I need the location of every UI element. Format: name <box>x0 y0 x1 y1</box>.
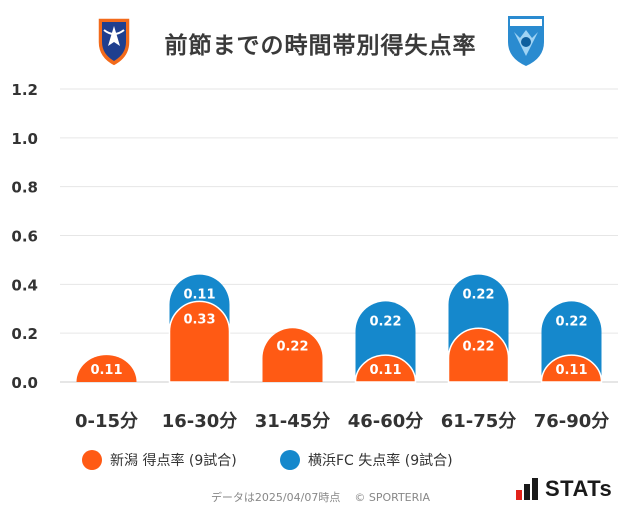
y-tick-label: 0.0 <box>11 374 38 392</box>
y-tick-label: 0.2 <box>11 325 38 343</box>
away-team-crest-icon <box>508 16 544 66</box>
bar-home <box>354 354 417 383</box>
data-label-away: 0.22 <box>555 314 587 329</box>
legend-label-home: 新潟 得点率 (9試合) <box>110 453 237 469</box>
chart-title: 前節までの時間帯別得失点率 <box>164 33 477 59</box>
chart-header: 前節までの時間帯別得失点率 <box>0 0 641 80</box>
y-tick-label: 0.8 <box>11 179 38 197</box>
legend-swatch-away <box>280 450 300 470</box>
data-label-home: 0.33 <box>183 312 215 327</box>
x-tick-label: 61-75分 <box>441 411 517 432</box>
x-tick-label: 31-45分 <box>255 411 331 432</box>
data-label-away: 0.22 <box>369 314 401 329</box>
y-tick-label: 1.0 <box>11 130 38 148</box>
x-tick-label: 0-15分 <box>75 411 138 432</box>
bar-home <box>262 328 323 382</box>
y-tick-label: 0.4 <box>11 276 38 294</box>
data-label-away: 0.11 <box>183 288 215 303</box>
legend-swatch-home <box>82 450 102 470</box>
copyright-text: © SPORTERIA <box>354 491 431 504</box>
bar-home <box>76 355 137 382</box>
data-label-home: 0.22 <box>276 339 308 354</box>
bar-home <box>168 300 231 383</box>
bar-home <box>540 354 603 383</box>
stats-logo-text: STATs <box>545 476 613 501</box>
bar-chart: 0.0 0.2 0.4 0.6 0.8 1.0 1.2 0.11 0-15分 0.33 0.11 16… <box>11 81 618 432</box>
data-label-home: 0.22 <box>462 339 494 354</box>
y-tick-label: 0.6 <box>11 228 38 246</box>
data-label-home: 0.11 <box>369 363 401 378</box>
footer: データは2025/04/07時点 © SPORTERIA <box>0 489 641 505</box>
legend-label-away: 横浜FC 失点率 (9試合) <box>308 453 453 469</box>
x-tick-label: 76-90分 <box>534 411 610 432</box>
y-tick-label: 1.2 <box>11 81 38 99</box>
data-date-note: データは2025/04/07時点 <box>210 491 341 504</box>
x-tick-label: 46-60分 <box>348 411 424 432</box>
x-tick-label: 16-30分 <box>162 411 238 432</box>
bar-home <box>447 327 510 383</box>
data-label-home: 0.11 <box>555 363 587 378</box>
data-label-home: 0.11 <box>90 363 122 378</box>
data-label-away: 0.22 <box>462 288 494 303</box>
legend-item-away: 横浜FC 失点率 (9試合) <box>280 450 453 470</box>
stats-logo-icon <box>516 478 538 500</box>
legend-item-home: 新潟 得点率 (9試合) <box>82 450 237 470</box>
home-team-crest-icon <box>97 17 131 67</box>
